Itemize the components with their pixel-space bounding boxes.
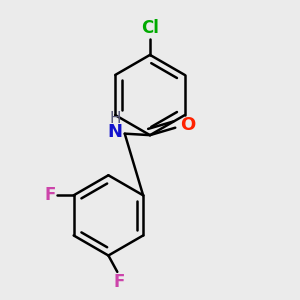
- Text: H: H: [110, 111, 121, 126]
- Text: N: N: [107, 123, 122, 141]
- Text: F: F: [44, 186, 56, 204]
- Text: Cl: Cl: [141, 19, 159, 37]
- Text: F: F: [113, 273, 124, 291]
- Text: O: O: [181, 116, 196, 134]
